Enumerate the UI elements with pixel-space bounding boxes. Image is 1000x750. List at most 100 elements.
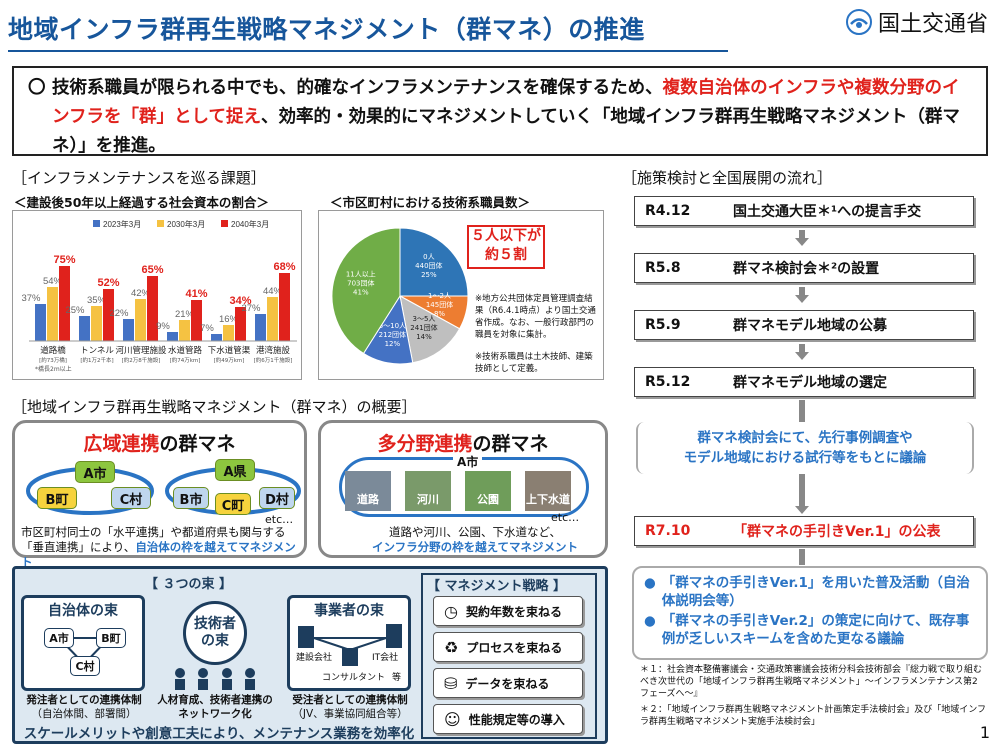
discussion-box: 群マネ検討会にて、先行事例調査や モデル地域における試行等をもとに議論 <box>636 422 974 474</box>
data-label: 65% <box>141 264 163 276</box>
label-construction: 建設会社 <box>296 653 333 663</box>
business-caption: 受注者としての連携体制 （JV、事業協同組合等） <box>292 694 408 720</box>
category-sub-label: [約2万8千施設] <box>122 356 161 364</box>
bar <box>135 299 146 341</box>
footnote-1: ＊１：社会資本整備審議会・交通政策審議会技術分科会技術部会『総力戦で取り組むべき… <box>640 665 983 699</box>
next-step-1: ● 「群マネの手引きVer.1」を用いた普及活動（自治体説明会等） <box>644 575 970 609</box>
data-label: 44% <box>263 286 283 297</box>
node-c-town: C町 <box>215 493 251 515</box>
city-label: A市 <box>453 453 483 470</box>
flow-final-step: R7.10 「群マネの手引きVer.1」の公表 <box>634 516 974 546</box>
data-label: 42% <box>131 288 151 299</box>
pie-slice <box>331 227 401 355</box>
bar <box>35 304 46 341</box>
wide-area-desc: 市区町村同士の「水平連携」や都道府県も関与する 「垂直連携」により、自治体の枠を越… <box>21 525 296 569</box>
bar <box>235 307 246 341</box>
category-sub-label: [約1万2千本] <box>80 356 113 364</box>
flow-arrow-2 <box>795 287 809 303</box>
wide-area-box: 広域連携の群マネ A市 B町 C村 A県 B市 C町 D村 etc… 市区町村同… <box>12 420 307 569</box>
category-label: 道路橋 <box>40 345 66 356</box>
category-sub-label: [約6万1千施設] <box>254 356 293 364</box>
bar <box>103 289 114 341</box>
photo-water: 上下水道 <box>525 471 571 511</box>
bullet-dot-icon: ● <box>644 613 656 629</box>
engineer-caption: 人材育成、技術者連携の ネットワーク化 <box>157 694 273 720</box>
pie-slice <box>399 295 461 364</box>
slice-label: 11人以上 <box>346 270 376 279</box>
bar <box>191 300 202 341</box>
slice-label: 0人 <box>423 253 434 261</box>
bar <box>147 276 158 341</box>
management-title: 【 マネジメント戦略 】 <box>427 579 567 594</box>
category-sub-label: [約49万km] <box>214 356 245 364</box>
issues-section-title: ［インフラメンテナンスを巡る課題］ <box>12 169 266 187</box>
data-label: 37% <box>21 293 41 304</box>
intro-text-a: 技術系職員が限られる中でも、的確なインフラメンテナンスを確保するため、 <box>52 78 663 98</box>
chart-footnote: *橋長2m以上 <box>35 365 72 373</box>
next-steps-box: ● 「群マネの手引きVer.1」を用いた普及活動（自治体説明会等） ● 「群マネの手… <box>632 566 988 660</box>
bar <box>255 314 266 341</box>
flow-section-title: ［施策検討と全国展開の流れ］ <box>622 169 833 187</box>
next-step-2: ● 「群マネの手引きVer.2」の策定に向けて、既存事例が乏しいスキームを含めた更… <box>644 613 970 647</box>
data-label: 35% <box>87 295 107 306</box>
mgmt-item-data: ⛁ データを束ねる <box>433 668 583 698</box>
mgmt-item-performance: ☺ 性能規定等の導入 <box>433 704 583 734</box>
note-1: ※地方公共団体定員管理調査結果（R6.4.1時点）より国土交通省作成。なお、一般… <box>475 294 596 340</box>
legend-swatch <box>93 220 100 227</box>
node-d-village: D村 <box>259 487 295 509</box>
chart1-title: ＜建設後50年以上経過する社会資本の割合＞ <box>14 195 269 210</box>
data-label: 7% <box>200 323 214 334</box>
legend-label: 2023年3月 <box>103 219 141 229</box>
category-label: 河川管理施設 <box>115 345 167 356</box>
pie-slice <box>399 227 469 297</box>
bundles-title: 【 ３つの束 】 <box>145 577 233 592</box>
chart2-title: ＜市区町村における技術系職員数＞ <box>330 195 531 210</box>
bar <box>123 319 134 341</box>
label-etc: 等 <box>392 673 402 683</box>
wide-etc: etc… <box>265 513 294 526</box>
multi-etc: etc… <box>551 511 580 524</box>
data-label: 9% <box>156 321 170 332</box>
slice-label: 241団体 <box>410 323 437 332</box>
bar <box>59 266 70 341</box>
bar <box>279 273 290 341</box>
business-bundle: 事業者の束 建設会社 IT会社 コンサルタント 等 <box>287 595 411 691</box>
local-caption: 発注者としての連携体制 （自治体間、部署間） <box>26 694 142 720</box>
bar <box>47 287 58 341</box>
legend-label: 2040年3月 <box>231 219 269 229</box>
bundle-node-a: A市 <box>44 628 74 648</box>
ministry-logo: 国土交通省 <box>845 6 988 38</box>
node-a-city: A市 <box>75 461 115 483</box>
flow-step-2: R5.8 群マネ検討会＊²の設置 <box>634 253 974 283</box>
legend-label: 2030年3月 <box>167 219 205 229</box>
photo-road: 道路 <box>345 471 391 511</box>
slice-label: 41% <box>353 289 369 297</box>
flow-arrow-5 <box>799 549 805 565</box>
slice-label: 145団体 <box>426 300 453 309</box>
intro-bullet: 〇 <box>28 78 46 98</box>
data-label: 54% <box>43 276 63 287</box>
slice-label: 703団体 <box>347 279 374 288</box>
footnote-2: ＊２：「地域インフラ群再生戦略マネジメント計画策定手法検討会」及び「地域インフラ… <box>640 705 986 727</box>
slice-label: 25% <box>421 271 437 279</box>
slice-label: 6〜10人 <box>379 322 406 330</box>
category-label: 港湾施設 <box>256 345 291 356</box>
flow-step-1: R4.12 国土交通大臣＊¹への提言手交 <box>634 196 974 226</box>
bar <box>211 334 222 341</box>
bar <box>223 325 234 341</box>
data-label: 25% <box>65 305 85 316</box>
bar <box>267 297 278 341</box>
label-consultant: コンサルタント <box>322 673 386 683</box>
multi-field-heading: 多分野連携の群マネ <box>377 433 549 455</box>
bar-chart-box: 2023年3月 2030年3月 2040年3月 37% 54% 75% 道路橋 [約73万橋]… <box>12 210 302 380</box>
page-number: 1 <box>979 723 990 742</box>
intro-box: 〇 技術系職員が限られる中でも、的確なインフラメンテナンスを確保するため、複数自… <box>12 66 988 156</box>
category-label: 下水道管渠 <box>208 345 251 356</box>
category-sub-label: [約73万橋] <box>39 356 67 364</box>
engineers-icon <box>175 668 255 690</box>
callout-box: ５人以下が 約５割 <box>467 225 545 269</box>
data-label: 52% <box>97 277 119 289</box>
category-sub-label: [約74万km] <box>170 356 201 364</box>
mgmt-item-process: ♻ プロセスを束ねる <box>433 632 583 662</box>
